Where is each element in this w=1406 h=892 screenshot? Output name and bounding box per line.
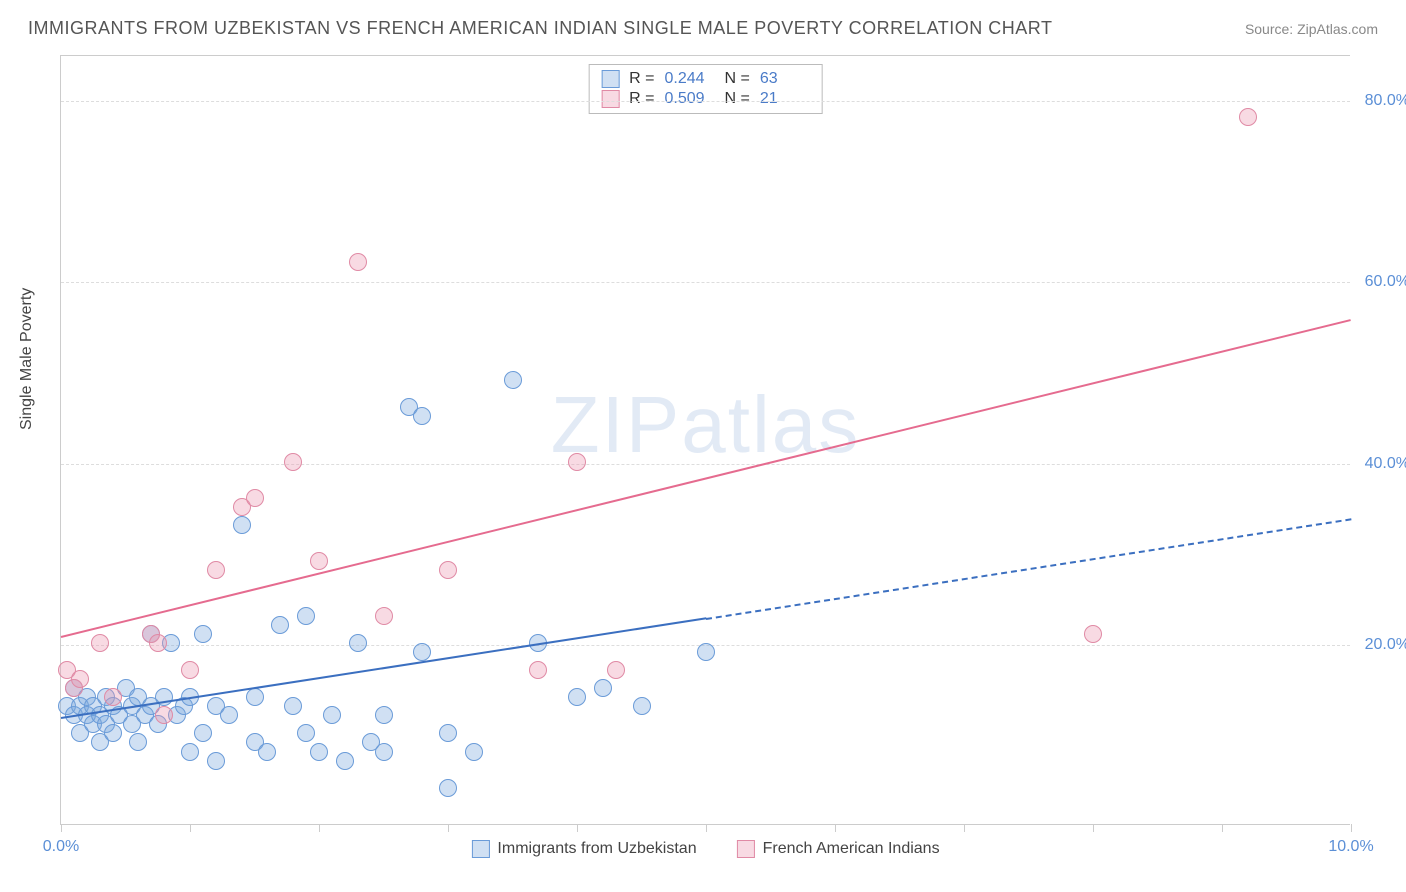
data-point bbox=[129, 733, 147, 751]
stats-row: R = 0.509 N = 21 bbox=[601, 89, 810, 109]
data-point bbox=[310, 743, 328, 761]
ytick-label: 80.0% bbox=[1365, 92, 1406, 110]
data-point bbox=[246, 688, 264, 706]
data-point bbox=[439, 724, 457, 742]
data-point bbox=[697, 643, 715, 661]
data-point bbox=[607, 661, 625, 679]
swatch-icon bbox=[601, 90, 619, 108]
ytick-label: 60.0% bbox=[1365, 273, 1406, 291]
data-point bbox=[297, 724, 315, 742]
ytick-label: 20.0% bbox=[1365, 636, 1406, 654]
data-point bbox=[233, 516, 251, 534]
data-point bbox=[91, 634, 109, 652]
header: IMMIGRANTS FROM UZBEKISTAN VS FRENCH AME… bbox=[28, 18, 1378, 39]
xtick bbox=[448, 824, 449, 832]
watermark: ZIPatlas bbox=[551, 379, 860, 471]
chart-area: ZIPatlas R = 0.244 N = 63 R = 0.509 N = … bbox=[60, 55, 1350, 825]
data-point bbox=[375, 706, 393, 724]
data-point bbox=[104, 724, 122, 742]
data-point bbox=[1239, 108, 1257, 126]
data-point bbox=[439, 779, 457, 797]
data-point bbox=[504, 371, 522, 389]
r-value: 0.509 bbox=[665, 90, 715, 108]
data-point bbox=[71, 670, 89, 688]
xtick bbox=[319, 824, 320, 832]
data-point bbox=[220, 706, 238, 724]
swatch-icon bbox=[601, 70, 619, 88]
xtick-label: 0.0% bbox=[43, 838, 79, 856]
data-point bbox=[594, 679, 612, 697]
data-point bbox=[568, 453, 586, 471]
legend-label: French American Indians bbox=[763, 840, 940, 858]
gridline bbox=[61, 282, 1350, 283]
data-point bbox=[207, 752, 225, 770]
xtick bbox=[1222, 824, 1223, 832]
legend-item: Immigrants from Uzbekistan bbox=[471, 840, 696, 858]
trend-line bbox=[61, 319, 1351, 638]
stats-box: R = 0.244 N = 63 R = 0.509 N = 21 bbox=[588, 64, 823, 114]
trend-line bbox=[706, 518, 1351, 620]
data-point bbox=[246, 489, 264, 507]
data-point bbox=[375, 743, 393, 761]
xtick bbox=[61, 824, 62, 832]
data-point bbox=[375, 607, 393, 625]
data-point bbox=[465, 743, 483, 761]
gridline bbox=[61, 101, 1350, 102]
data-point bbox=[349, 253, 367, 271]
r-value: 0.244 bbox=[665, 70, 715, 88]
xtick-label: 10.0% bbox=[1328, 838, 1373, 856]
data-point bbox=[1084, 625, 1102, 643]
data-point bbox=[323, 706, 341, 724]
source-label: Source: ZipAtlas.com bbox=[1245, 21, 1378, 37]
data-point bbox=[310, 552, 328, 570]
data-point bbox=[181, 743, 199, 761]
swatch-icon bbox=[471, 840, 489, 858]
data-point bbox=[104, 688, 122, 706]
data-point bbox=[529, 661, 547, 679]
data-point bbox=[633, 697, 651, 715]
data-point bbox=[149, 634, 167, 652]
data-point bbox=[271, 616, 289, 634]
data-point bbox=[568, 688, 586, 706]
legend-item: French American Indians bbox=[737, 840, 940, 858]
y-axis-label: Single Male Poverty bbox=[18, 288, 36, 430]
data-point bbox=[439, 561, 457, 579]
data-point bbox=[181, 661, 199, 679]
data-point bbox=[194, 724, 212, 742]
xtick bbox=[577, 824, 578, 832]
legend: Immigrants from Uzbekistan French Americ… bbox=[471, 840, 939, 858]
data-point bbox=[413, 643, 431, 661]
n-value: 21 bbox=[760, 90, 810, 108]
data-point bbox=[194, 625, 212, 643]
data-point bbox=[207, 561, 225, 579]
xtick bbox=[1351, 824, 1352, 832]
ytick-label: 40.0% bbox=[1365, 455, 1406, 473]
data-point bbox=[336, 752, 354, 770]
n-value: 63 bbox=[760, 70, 810, 88]
legend-label: Immigrants from Uzbekistan bbox=[497, 840, 696, 858]
swatch-icon bbox=[737, 840, 755, 858]
xtick bbox=[1093, 824, 1094, 832]
chart-title: IMMIGRANTS FROM UZBEKISTAN VS FRENCH AME… bbox=[28, 18, 1052, 39]
data-point bbox=[284, 453, 302, 471]
data-point bbox=[258, 743, 276, 761]
data-point bbox=[413, 407, 431, 425]
stats-row: R = 0.244 N = 63 bbox=[601, 69, 810, 89]
data-point bbox=[297, 607, 315, 625]
xtick bbox=[706, 824, 707, 832]
data-point bbox=[284, 697, 302, 715]
data-point bbox=[155, 706, 173, 724]
xtick bbox=[190, 824, 191, 832]
data-point bbox=[349, 634, 367, 652]
xtick bbox=[964, 824, 965, 832]
xtick bbox=[835, 824, 836, 832]
gridline bbox=[61, 464, 1350, 465]
